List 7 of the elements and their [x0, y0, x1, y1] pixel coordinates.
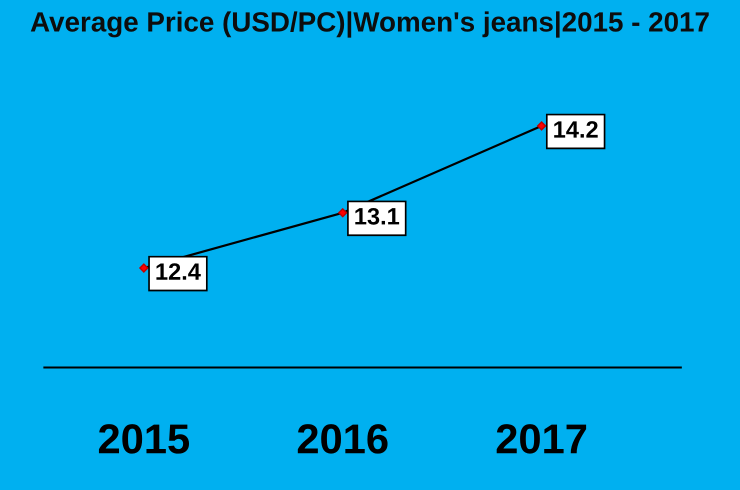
- x-tick-label: 2015: [98, 424, 190, 454]
- data-label: 13.1: [355, 208, 400, 225]
- data-label: 14.2: [554, 121, 598, 138]
- x-tick-label: 2016: [298, 424, 388, 454]
- x-tick-label: 2017: [496, 424, 586, 454]
- data-label: 12.4: [156, 263, 201, 280]
- chart-title: Average Price (USD/PC)|Women's jeans|2015 - 2017: [30, 11, 709, 38]
